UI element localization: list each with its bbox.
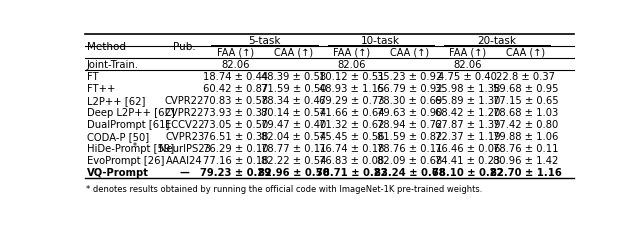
Text: NeurIPS23: NeurIPS23 — [159, 143, 211, 153]
Text: 80.14 ± 0.54: 80.14 ± 0.54 — [261, 107, 326, 117]
Text: 82.96 ± 0.50: 82.96 ± 0.50 — [258, 167, 329, 177]
Text: 78.10 ± 0.22: 78.10 ± 0.22 — [432, 167, 504, 177]
Text: 76.74 ± 0.18: 76.74 ± 0.18 — [319, 143, 384, 153]
Text: 78.34 ± 0.47: 78.34 ± 0.47 — [261, 95, 326, 106]
Text: 69.29 ± 0.73: 69.29 ± 0.73 — [319, 95, 384, 106]
Text: 78.68 ± 1.03: 78.68 ± 1.03 — [493, 107, 558, 117]
Text: FAA (↑): FAA (↑) — [449, 48, 486, 57]
Text: 71.59 ± 0.50: 71.59 ± 0.50 — [260, 84, 326, 93]
Text: CODA-P [50]: CODA-P [50] — [87, 131, 149, 142]
Text: 79.23 ± 0.29: 79.23 ± 0.29 — [200, 167, 271, 177]
Text: 81.59 ± 0.82: 81.59 ± 0.82 — [377, 131, 442, 142]
Text: 5-task: 5-task — [248, 35, 281, 46]
Text: L2P++ [62]: L2P++ [62] — [87, 95, 145, 106]
Text: 82.09 ± 0.68: 82.09 ± 0.68 — [377, 155, 442, 165]
Text: 79.47 ± 0.40: 79.47 ± 0.40 — [261, 120, 326, 129]
Text: 82.06: 82.06 — [221, 60, 250, 69]
Text: 67.87 ± 1.39: 67.87 ± 1.39 — [435, 120, 500, 129]
Text: 82.06: 82.06 — [337, 60, 366, 69]
Text: FAA (↑): FAA (↑) — [217, 48, 254, 57]
Text: 80.96 ± 1.42: 80.96 ± 1.42 — [493, 155, 558, 165]
Text: 74.41 ± 0.23: 74.41 ± 0.23 — [435, 155, 500, 165]
Text: Joint-Train.: Joint-Train. — [87, 60, 139, 69]
Text: 48.39 ± 0.58: 48.39 ± 0.58 — [261, 71, 326, 82]
Text: 59.68 ± 0.95: 59.68 ± 0.95 — [493, 84, 559, 93]
Text: 82.04 ± 0.54: 82.04 ± 0.54 — [261, 131, 326, 142]
Text: 60.42 ± 0.87: 60.42 ± 0.87 — [203, 84, 268, 93]
Text: 78.94 ± 0.72: 78.94 ± 0.72 — [377, 120, 442, 129]
Text: 76.51 ± 0.38: 76.51 ± 0.38 — [203, 131, 268, 142]
Text: 77.15 ± 0.65: 77.15 ± 0.65 — [493, 95, 559, 106]
Text: ECCV22: ECCV22 — [165, 120, 204, 129]
Text: 82.22 ± 0.54: 82.22 ± 0.54 — [261, 155, 326, 165]
Text: 35.23 ± 0.92: 35.23 ± 0.92 — [377, 71, 442, 82]
Text: —: — — [180, 167, 189, 177]
Text: 78.76 ± 0.11: 78.76 ± 0.11 — [493, 143, 559, 153]
Text: 65.89 ± 1.30: 65.89 ± 1.30 — [435, 95, 500, 106]
Text: 78.30 ± 0.69: 78.30 ± 0.69 — [377, 95, 442, 106]
Text: 48.93 ± 1.15: 48.93 ± 1.15 — [319, 84, 384, 93]
Text: 10-task: 10-task — [361, 35, 400, 46]
Text: 76.46 ± 0.06: 76.46 ± 0.06 — [435, 143, 500, 153]
Text: 70.83 ± 0.58: 70.83 ± 0.58 — [203, 95, 268, 106]
Text: VQ-Prompt: VQ-Prompt — [87, 167, 149, 177]
Text: CVPR23: CVPR23 — [165, 131, 204, 142]
Text: 79.63 ± 0.90: 79.63 ± 0.90 — [377, 107, 442, 117]
Text: CAA (↑): CAA (↑) — [390, 48, 429, 57]
Text: 77.16 ± 0.18: 77.16 ± 0.18 — [203, 155, 268, 165]
Text: 78.77 ± 0.11: 78.77 ± 0.11 — [260, 143, 326, 153]
Text: 4.75 ± 0.40: 4.75 ± 0.40 — [438, 71, 497, 82]
Text: Deep L2P++ [62]: Deep L2P++ [62] — [87, 107, 175, 117]
Text: 68.42 ± 1.20: 68.42 ± 1.20 — [435, 107, 500, 117]
Text: CAA (↑): CAA (↑) — [274, 48, 313, 57]
Text: 75.45 ± 0.56: 75.45 ± 0.56 — [319, 131, 384, 142]
Text: 10.12 ± 0.51: 10.12 ± 0.51 — [319, 71, 384, 82]
Text: 82.70 ± 1.16: 82.70 ± 1.16 — [490, 167, 561, 177]
Text: AAAI24: AAAI24 — [166, 155, 203, 165]
Text: HiDe-Prompt [59]: HiDe-Prompt [59] — [87, 143, 174, 153]
Text: 83.24 ± 0.68: 83.24 ± 0.68 — [374, 167, 445, 177]
Text: 72.37 ± 1.19: 72.37 ± 1.19 — [435, 131, 500, 142]
Text: 22.8 ± 0.37: 22.8 ± 0.37 — [496, 71, 555, 82]
Text: *: * — [132, 142, 136, 150]
Text: 78.76 ± 0.11: 78.76 ± 0.11 — [377, 143, 442, 153]
Text: 76.83 ± 0.08: 76.83 ± 0.08 — [319, 155, 384, 165]
Text: 71.32 ± 0.62: 71.32 ± 0.62 — [319, 120, 384, 129]
Text: FT++: FT++ — [87, 84, 115, 93]
Text: DualPrompt [61]: DualPrompt [61] — [87, 120, 170, 129]
Text: FAA (↑): FAA (↑) — [333, 48, 370, 57]
Text: CVPR22: CVPR22 — [165, 107, 204, 117]
Text: 71.66 ± 0.64: 71.66 ± 0.64 — [319, 107, 384, 117]
Text: 73.93 ± 0.37: 73.93 ± 0.37 — [203, 107, 268, 117]
Text: 73.05 ± 0.50: 73.05 ± 0.50 — [203, 120, 268, 129]
Text: 78.71 ± 0.22: 78.71 ± 0.22 — [316, 167, 387, 177]
Text: 18.74 ± 0.44: 18.74 ± 0.44 — [203, 71, 268, 82]
Text: 82.06: 82.06 — [453, 60, 482, 69]
Text: 20-task: 20-task — [477, 35, 516, 46]
Text: CVPR22: CVPR22 — [165, 95, 204, 106]
Text: 77.42 ± 0.80: 77.42 ± 0.80 — [493, 120, 558, 129]
Text: 66.79 ± 0.92: 66.79 ± 0.92 — [377, 84, 442, 93]
Text: * denotes results obtained by running the official code with ImageNet-1K pre-tra: * denotes results obtained by running th… — [86, 184, 483, 193]
Text: 76.29 ± 0.10: 76.29 ± 0.10 — [203, 143, 268, 153]
Text: 35.98 ± 1.38: 35.98 ± 1.38 — [435, 84, 500, 93]
Text: EvoPrompt [26]: EvoPrompt [26] — [87, 155, 164, 165]
Text: FT: FT — [87, 71, 99, 82]
Text: CAA (↑): CAA (↑) — [506, 48, 545, 57]
Text: 79.88 ± 1.06: 79.88 ± 1.06 — [493, 131, 558, 142]
Text: Pub.: Pub. — [173, 41, 196, 52]
Text: Method: Method — [87, 41, 126, 52]
